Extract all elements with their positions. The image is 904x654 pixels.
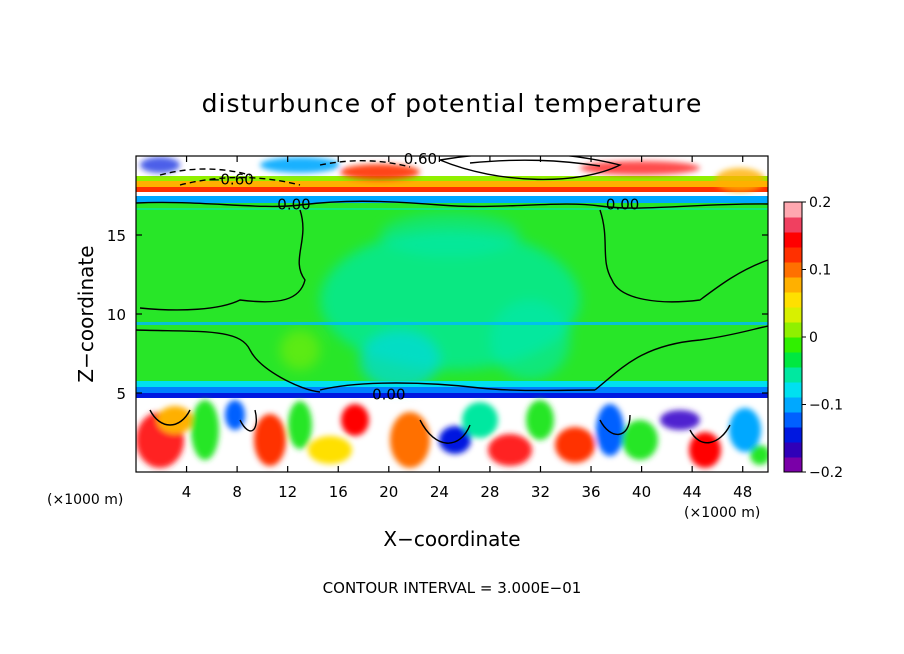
y-tick-label: 15 — [107, 227, 126, 245]
colorbar-swatch — [784, 352, 802, 368]
chart-title: disturbunce of potential temperature — [202, 89, 703, 118]
x-tick-label: 8 — [232, 483, 242, 501]
field-turbulent-layer — [136, 400, 768, 468]
y-tick-label: 10 — [107, 306, 126, 324]
x-tick-label: 20 — [379, 483, 398, 501]
contour-lines — [136, 156, 768, 444]
x-tick-label: 12 — [278, 483, 297, 501]
contour-label-layer: 0.60 −0.60 0.00 0.00 0.00 — [208, 150, 640, 403]
x-tick-label: 36 — [581, 483, 600, 501]
x-tick-label: 32 — [531, 483, 550, 501]
colorbar-tick-label: −0.2 — [809, 465, 843, 481]
colorbar-swatch — [784, 262, 802, 278]
colorbar: 0.2 0.1 0 −0.1 −0.2 — [783, 195, 843, 481]
contour-label: −0.60 — [208, 170, 254, 188]
colorbar-swatch — [784, 337, 802, 353]
colorbar-swatch — [784, 232, 802, 248]
colorbar-swatch — [784, 292, 802, 308]
colorbar-swatch — [784, 277, 802, 293]
contour-label: 0.00 — [372, 385, 405, 403]
x-unit-label: (×1000 m) — [684, 505, 760, 521]
contour-interval-label: CONTOUR INTERVAL = 3.000E−01 — [323, 579, 582, 597]
plot-area — [136, 156, 768, 472]
colorbar-swatch — [784, 247, 802, 263]
x-tick-label: 40 — [632, 483, 651, 501]
y-unit-label: (×1000 m) — [47, 492, 123, 508]
contour-label: 0.00 — [606, 196, 639, 214]
colorbar-tick-label: 0.2 — [809, 195, 831, 211]
y-axis-label: Z−coordinate — [74, 245, 98, 382]
colorbar-swatch — [784, 322, 802, 338]
colorbar-swatch — [784, 442, 802, 458]
contour-label: 0.00 — [277, 196, 310, 214]
x-axis: 4 8 12 16 20 24 28 32 36 40 44 48 — [182, 156, 752, 501]
colorbar-swatch — [784, 367, 802, 383]
x-tick-label: 44 — [683, 483, 702, 501]
colorbar-swatch — [784, 382, 802, 398]
y-axis: 5 10 15 — [107, 227, 768, 403]
colorbar-swatch — [784, 412, 802, 428]
colorbar-tick-label: 0 — [809, 330, 818, 346]
x-tick-label: 24 — [430, 483, 449, 501]
colorbar-swatch — [784, 307, 802, 323]
x-tick-label: 28 — [480, 483, 499, 501]
field-top-patches — [140, 157, 765, 192]
field-cyan-patches — [280, 213, 580, 390]
colorbar-tick-label: 0.1 — [809, 263, 831, 279]
colorbar-tick-label: −0.1 — [809, 398, 843, 414]
colorbar-swatch — [784, 427, 802, 443]
x-tick-label: 48 — [733, 483, 752, 501]
x-tick-label: 16 — [329, 483, 348, 501]
x-tick-label: 4 — [182, 483, 192, 501]
colorbar-swatch — [784, 397, 802, 413]
x-axis-label: X−coordinate — [383, 527, 520, 551]
y-tick-label: 5 — [116, 385, 126, 403]
contour-label: 0.60 — [404, 150, 437, 168]
colorbar-swatch — [784, 202, 802, 218]
colorbar-swatch — [784, 457, 802, 473]
colorbar-swatch — [784, 217, 802, 233]
